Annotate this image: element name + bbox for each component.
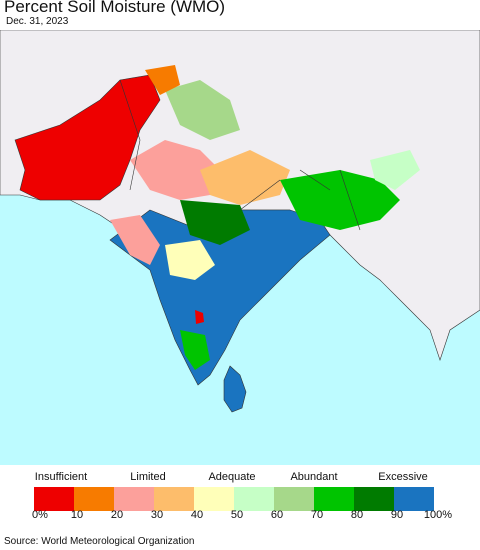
legend-swatch [394, 487, 434, 511]
legend-tick: 0% [32, 509, 48, 521]
central-dark [180, 200, 250, 245]
legend-tick: 70 [310, 509, 324, 521]
north-india-limited [130, 140, 220, 200]
legend-swatch [154, 487, 194, 511]
legend-swatch [194, 487, 234, 511]
legend-swatch [354, 487, 394, 511]
legend-tick: 10 [70, 509, 84, 521]
legend-tick: 50 [230, 509, 244, 521]
legend-swatch [234, 487, 274, 511]
legend-tick: 80 [350, 509, 364, 521]
map-title: Percent Soil Moisture (WMO) [4, 0, 226, 16]
legend-category-adequate: Adequate [208, 471, 256, 483]
legend-tick: 30 [150, 509, 164, 521]
legend-tick: 100% [423, 509, 453, 521]
legend-category-insufficient: Insufficient [34, 471, 88, 483]
legend-tick: 20 [110, 509, 124, 521]
legend-tick: 90 [390, 509, 404, 521]
legend-color-bar [34, 487, 434, 511]
deccan-adequate [165, 240, 215, 280]
northeast-mix [370, 150, 420, 190]
legend-swatch [34, 487, 74, 511]
legend: Insufficient Limited Adequate Abundant E… [0, 465, 480, 530]
legend-category-limited: Limited [130, 471, 166, 483]
legend-category-excessive: Excessive [378, 471, 428, 483]
south-red-spot [195, 310, 204, 324]
legend-tick: 60 [270, 509, 284, 521]
himalaya-green [165, 80, 240, 140]
legend-swatch [314, 487, 354, 511]
sri-lanka [223, 365, 247, 413]
soil-moisture-map [0, 30, 480, 465]
india-mainland [109, 209, 331, 386]
north-patch-adequate [200, 150, 290, 205]
legend-swatch [74, 487, 114, 511]
map-date: Dec. 31, 2023 [6, 16, 69, 27]
source-credit: Source: World Meteorological Organizatio… [4, 536, 195, 547]
legend-swatch [274, 487, 314, 511]
legend-tick: 40 [190, 509, 204, 521]
west-limited [110, 215, 160, 265]
legend-category-abundant: Abundant [290, 471, 338, 483]
country-borders [119, 79, 361, 231]
south-green [180, 330, 210, 370]
legend-swatch [114, 487, 154, 511]
east-green [280, 170, 400, 230]
himalaya-orange [145, 65, 180, 95]
